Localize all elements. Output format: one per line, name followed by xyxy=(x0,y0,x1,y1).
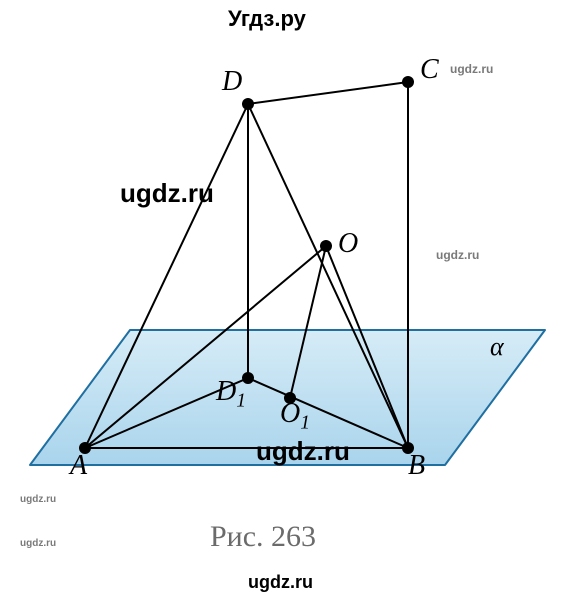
wm-2: ugdz.ru xyxy=(120,178,214,209)
label-alpha: α xyxy=(490,332,504,362)
label-O1: O1 xyxy=(280,398,310,435)
label-A: A xyxy=(70,450,87,482)
diagram-svg xyxy=(0,0,563,597)
wm-3: ugdz.ru xyxy=(436,248,479,262)
label-O: O xyxy=(338,228,358,260)
wm-6: ugdz.ru xyxy=(20,538,56,549)
label-D1: D1 xyxy=(216,376,246,413)
wm-5: ugdz.ru xyxy=(20,494,56,505)
figure-container: { "canvas": { "width": 563, "height": 59… xyxy=(0,0,563,597)
wm-4: ugdz.ru xyxy=(256,436,350,467)
wm-7: ugdz.ru xyxy=(248,572,313,593)
label-B: B xyxy=(408,450,425,482)
label-D: D xyxy=(222,66,242,98)
figure-caption: Рис. 263 xyxy=(210,520,316,554)
label-C: C xyxy=(420,54,439,86)
wm-1: ugdz.ru xyxy=(450,62,493,76)
wm-0: Угдз.ру xyxy=(228,6,306,32)
